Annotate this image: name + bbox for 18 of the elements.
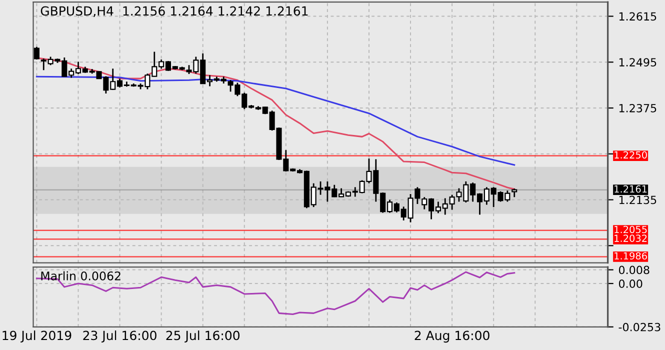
ref-line-label: 1.2161 xyxy=(614,185,647,193)
y-tick-label: 0.00 xyxy=(618,279,642,288)
x-tick-label: 2 Aug 16:00 xyxy=(414,330,490,343)
chart-title: Marlin 0.0062 xyxy=(41,271,120,280)
x-tick-label: 23 Jul 16:00 xyxy=(83,330,156,342)
y-tick-label: 1.2615 xyxy=(619,12,656,21)
chart-title: GBPUSD,H4 1.2156 1.2164 1.2142 1.2161 xyxy=(40,6,308,17)
y-tick-label: -0.0253 xyxy=(618,322,660,332)
ref-line-label: 1.2055 xyxy=(614,226,647,234)
y-tick-label: 1.2135 xyxy=(619,196,656,204)
ref-line-label: 1.1986 xyxy=(614,252,647,260)
y-tick-label: 0.008 xyxy=(618,266,650,274)
y-tick-label: 1.2495 xyxy=(619,58,656,67)
ref-line-label: 1.2032 xyxy=(614,234,647,242)
x-tick-label: 19 Jul 2019 xyxy=(2,330,72,342)
y-tick-label: 1.2375 xyxy=(619,104,656,112)
x-tick-label: 25 Jul 16:00 xyxy=(166,330,240,342)
ref-line-label: 1.2250 xyxy=(614,151,647,159)
